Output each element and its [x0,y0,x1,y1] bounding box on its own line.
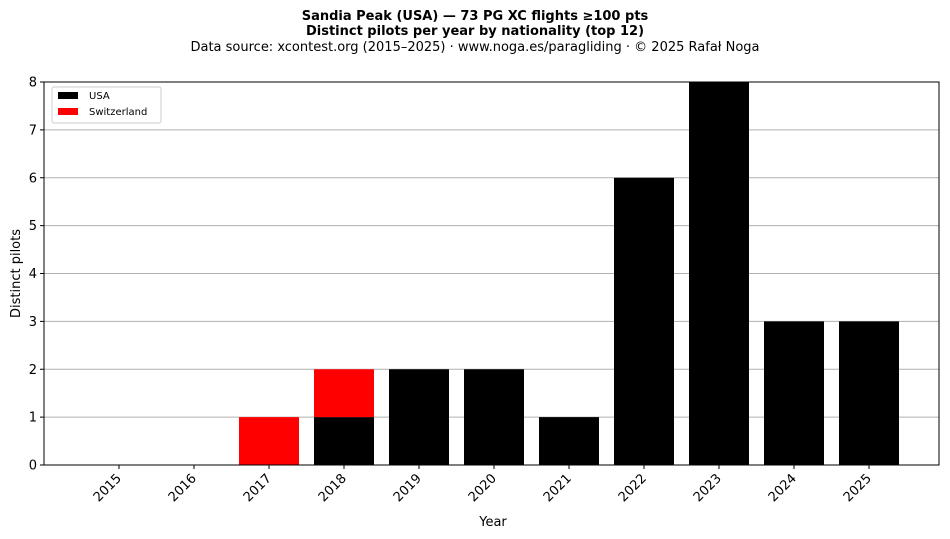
legend-label: USA [89,91,110,102]
x-tick-label: 2017 [241,471,275,505]
x-tick-label: 2019 [391,471,425,505]
bar-usa-2020 [464,369,524,465]
chart-subtitle-bold: Distinct pilots per year by nationality … [305,24,645,39]
legend-box [51,86,162,124]
bar-usa-2021 [539,417,599,465]
y-tick-label: 0 [29,459,37,474]
bar-usa-2023 [689,82,749,465]
x-tick-label: 2016 [166,471,200,505]
bar-usa-2025 [839,321,899,465]
bar-usa-2019 [389,369,449,465]
y-tick-label: 2 [29,363,37,378]
y-axis-label: Distinct pilots [9,229,24,318]
chart-title: Sandia Peak (USA) — 73 PG XC flights ≥10… [301,9,649,24]
legend-swatch [58,108,78,115]
legend-label: Switzerland [89,107,147,118]
x-tick-label: 2024 [766,471,800,505]
x-tick-label: 2022 [616,471,650,505]
y-tick-label: 5 [29,219,37,234]
bar-usa-2024 [764,321,824,465]
y-axis: 0 1 2 3 4 5 6 7 8 [29,76,44,474]
x-tick-label: 2018 [316,471,350,505]
legend: USA Switzerland [51,86,162,124]
bars [239,82,899,465]
y-tick-label: 3 [29,315,37,330]
x-tick-label: 2025 [841,471,875,505]
x-tick-label: 2021 [541,471,575,505]
legend-swatch [58,92,78,99]
bar-usa-2022 [614,177,674,465]
x-axis-label: Year [478,515,507,530]
y-tick-label: 6 [29,171,37,186]
x-tick-label: 2015 [91,471,125,505]
bar-switzerland-2017 [239,417,299,465]
x-tick-label: 2023 [691,471,725,505]
y-tick-label: 8 [29,76,37,91]
bar-usa-2018 [314,417,374,465]
y-tick-label: 4 [29,267,37,282]
y-tick-label: 1 [29,411,37,426]
x-axis: 2015 2016 2017 2018 2019 2020 2021 2022 2023 2024… [91,465,875,505]
chart-title-block: Sandia Peak (USA) — 73 PG XC flights ≥10… [0,9,950,56]
x-tick-label: 2020 [466,471,500,505]
y-tick-label: 7 [29,123,37,138]
bar-switzerland-2018 [314,369,374,418]
chart-source-note: Data source: xcontest.org (2015–2025) · … [190,40,760,55]
